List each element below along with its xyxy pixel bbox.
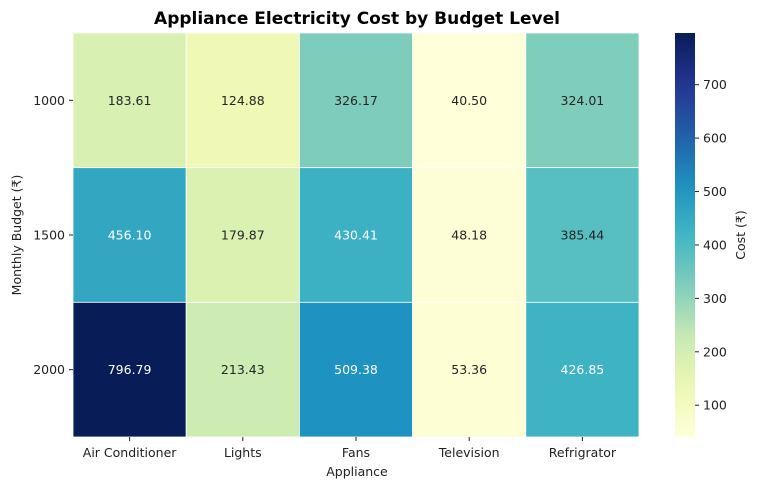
heatmap-cell xyxy=(72,32,187,169)
x-tick-label: Air Conditioner xyxy=(83,445,177,460)
cell-value-label: 179.87 xyxy=(221,228,265,243)
x-axis-ticks: Air Conditioner Lights Fans Television Refri… xyxy=(83,437,617,460)
heatmap-cell xyxy=(525,167,640,303)
colorbar-tick-label: 700 xyxy=(703,77,727,92)
colorbar xyxy=(675,33,695,437)
colorbar-tick-label: 600 xyxy=(703,131,727,146)
cell-value-label: 326.17 xyxy=(334,93,378,108)
y-axis-label: Monthly Budget (₹) xyxy=(9,175,24,296)
heatmap-cell xyxy=(412,301,527,438)
cell-value-label: 324.01 xyxy=(561,93,605,108)
cell-value-label: 53.36 xyxy=(451,362,487,377)
heatmap-cells xyxy=(72,32,640,438)
cell-value-label: 183.61 xyxy=(108,93,152,108)
heatmap-cell xyxy=(185,167,300,303)
cell-value-label: 456.10 xyxy=(108,228,152,243)
cell-value-label: 40.50 xyxy=(451,93,487,108)
x-tick-label: Television xyxy=(438,445,500,460)
cell-value-label: 48.18 xyxy=(451,228,487,243)
heatmap-cell xyxy=(412,32,527,169)
cell-value-label: 124.88 xyxy=(221,93,265,108)
y-tick-label: 1000 xyxy=(33,93,65,108)
colorbar-tick-label: 300 xyxy=(703,291,727,306)
heatmap-cell xyxy=(525,32,640,169)
heatmap-cell-labels: 183.61 124.88 326.17 40.50 324.01 456.10 179.8… xyxy=(108,93,605,377)
cell-value-label: 430.41 xyxy=(334,228,378,243)
y-tick-label: 1500 xyxy=(33,228,65,243)
heatmap-cell xyxy=(298,167,413,303)
cell-value-label: 509.38 xyxy=(334,362,378,377)
heatmap-cell xyxy=(185,301,300,438)
cell-value-label: 796.79 xyxy=(108,362,152,377)
colorbar-tick-label: 400 xyxy=(703,237,727,252)
cell-value-label: 213.43 xyxy=(221,362,265,377)
x-tick-label: Fans xyxy=(342,445,370,460)
colorbar-tick-label: 100 xyxy=(703,398,727,413)
chart-title: Appliance Electricity Cost by Budget Lev… xyxy=(154,9,560,29)
heatmap-cell xyxy=(298,301,413,438)
colorbar-label: Cost (₹) xyxy=(733,210,748,259)
x-axis-label: Appliance xyxy=(326,464,388,479)
colorbar-ticks: 100 200 300 400 500 600 700 xyxy=(695,77,727,413)
heatmap-cell xyxy=(72,167,187,303)
cell-value-label: 385.44 xyxy=(561,228,605,243)
heatmap-cell xyxy=(185,32,300,169)
colorbar-tick-label: 500 xyxy=(703,184,727,199)
y-axis-ticks: 1000 1500 2000 xyxy=(33,93,73,377)
y-tick-label: 2000 xyxy=(33,362,65,377)
colorbar-tick-label: 200 xyxy=(703,344,727,359)
heatmap-cell xyxy=(298,32,413,169)
x-tick-label: Refrigrator xyxy=(549,445,617,460)
heatmap-cell xyxy=(525,301,640,438)
x-tick-label: Lights xyxy=(224,445,262,460)
cell-value-label: 426.85 xyxy=(561,362,605,377)
